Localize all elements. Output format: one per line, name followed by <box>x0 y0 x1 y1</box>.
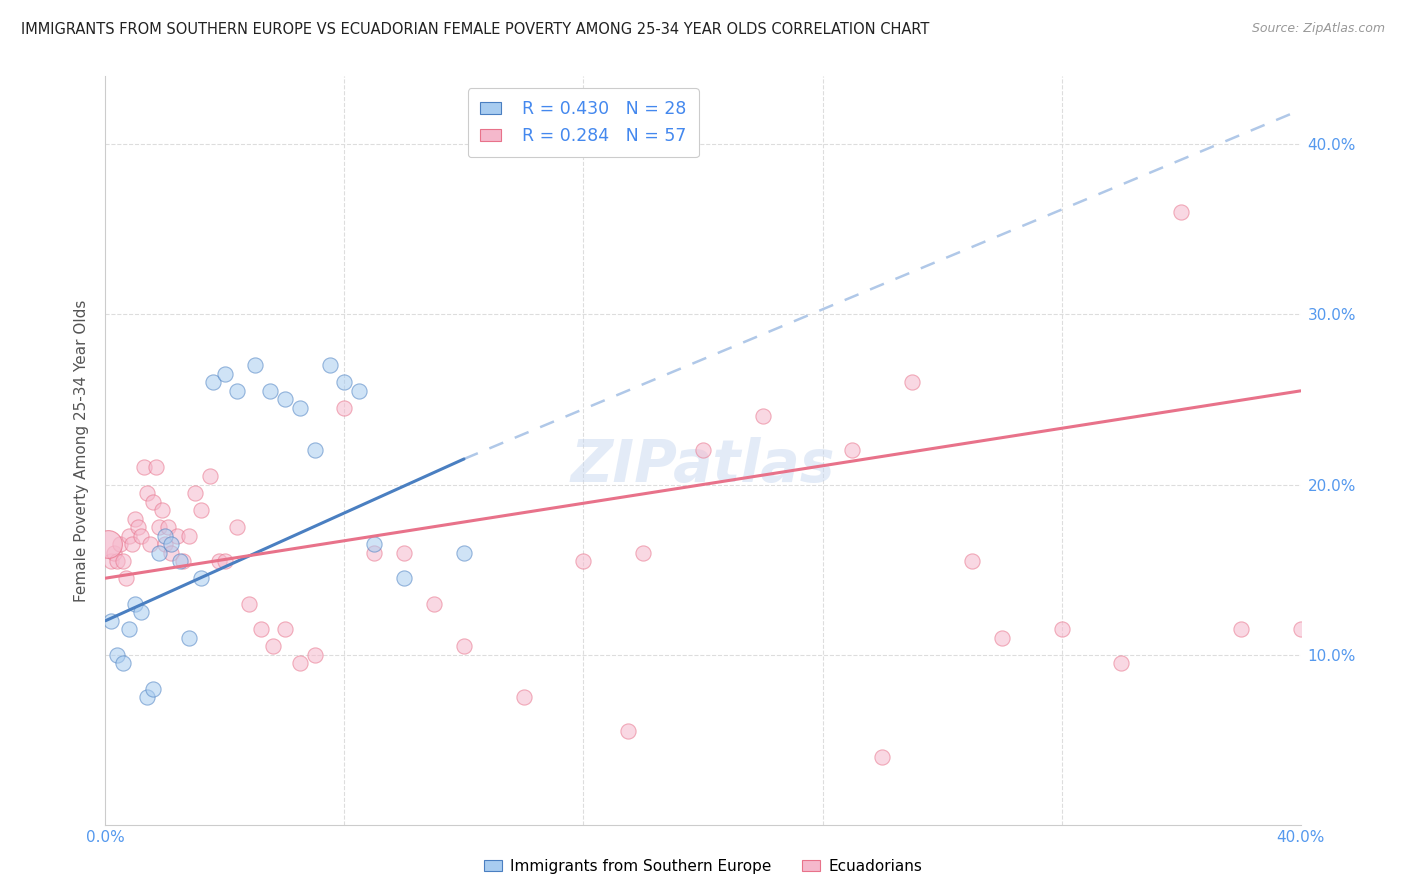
Point <box>177 528 201 542</box>
Point <box>1111 657 1133 671</box>
Y-axis label: Female Poverty Among 25-34 Year Olds: Female Poverty Among 25-34 Year Olds <box>75 300 90 601</box>
Point <box>142 494 165 508</box>
Point <box>262 640 284 654</box>
Point <box>394 571 416 585</box>
Point <box>901 376 924 390</box>
Point <box>148 520 170 534</box>
Point <box>148 546 170 560</box>
Point <box>103 546 125 560</box>
Point <box>136 486 159 500</box>
Point <box>273 622 295 636</box>
Point <box>288 401 311 415</box>
Point <box>112 657 135 671</box>
Point <box>1170 205 1192 219</box>
Point <box>150 503 173 517</box>
Point <box>225 520 249 534</box>
Point <box>121 537 143 551</box>
Point <box>633 546 655 560</box>
Point <box>97 537 120 551</box>
Point <box>1229 622 1253 636</box>
Point <box>160 546 183 560</box>
Point <box>155 537 177 551</box>
Point <box>118 528 141 542</box>
Point <box>1289 622 1312 636</box>
Point <box>100 614 122 628</box>
Point <box>692 443 714 458</box>
Point <box>318 359 340 373</box>
Point <box>751 409 773 424</box>
Point <box>124 511 146 525</box>
Point <box>129 605 153 619</box>
Point <box>155 528 177 542</box>
Point <box>198 469 221 483</box>
Text: Source: ZipAtlas.com: Source: ZipAtlas.com <box>1251 22 1385 36</box>
Point <box>841 443 863 458</box>
Point <box>304 648 326 662</box>
Point <box>243 359 266 373</box>
Point <box>617 724 640 739</box>
Point <box>394 546 416 560</box>
Text: IMMIGRANTS FROM SOUTHERN EUROPE VS ECUADORIAN FEMALE POVERTY AMONG 25-34 YEAR OL: IMMIGRANTS FROM SOUTHERN EUROPE VS ECUAD… <box>21 22 929 37</box>
Point <box>169 554 191 568</box>
Point <box>160 537 183 551</box>
Point <box>157 520 180 534</box>
Legend: Immigrants from Southern Europe, Ecuadorians: Immigrants from Southern Europe, Ecuador… <box>478 853 928 880</box>
Point <box>129 528 153 542</box>
Point <box>333 401 356 415</box>
Point <box>349 384 371 398</box>
Point <box>872 750 894 764</box>
Point <box>115 571 138 585</box>
Point <box>453 546 475 560</box>
Point <box>177 631 201 645</box>
Point <box>214 367 236 381</box>
Point <box>250 622 273 636</box>
Text: ZIPatlas: ZIPatlas <box>571 437 835 494</box>
Point <box>960 554 983 568</box>
Point <box>100 554 122 568</box>
Point <box>423 597 446 611</box>
Point <box>139 537 162 551</box>
Point <box>288 657 311 671</box>
Point <box>238 597 260 611</box>
Point <box>453 640 475 654</box>
Point <box>112 554 135 568</box>
Point <box>990 631 1012 645</box>
Point <box>363 537 385 551</box>
Point <box>145 460 167 475</box>
Point <box>208 554 231 568</box>
Point <box>304 443 326 458</box>
Point <box>333 376 356 390</box>
Point <box>273 392 295 407</box>
Point <box>127 520 149 534</box>
Point <box>136 690 159 705</box>
Point <box>107 554 129 568</box>
Point <box>142 681 165 696</box>
Point <box>513 690 536 705</box>
Point <box>124 597 146 611</box>
Point <box>134 460 156 475</box>
Point <box>363 546 385 560</box>
Point <box>1050 622 1073 636</box>
Point <box>214 554 236 568</box>
Point <box>166 528 188 542</box>
Point <box>110 537 132 551</box>
Point <box>225 384 249 398</box>
Point <box>107 648 129 662</box>
Point <box>202 376 225 390</box>
Point <box>184 486 207 500</box>
Point <box>259 384 281 398</box>
Point <box>172 554 194 568</box>
Legend:   R = 0.430   N = 28,   R = 0.284   N = 57: R = 0.430 N = 28, R = 0.284 N = 57 <box>468 88 699 157</box>
Point <box>190 571 212 585</box>
Point <box>572 554 595 568</box>
Point <box>190 503 212 517</box>
Point <box>118 622 141 636</box>
